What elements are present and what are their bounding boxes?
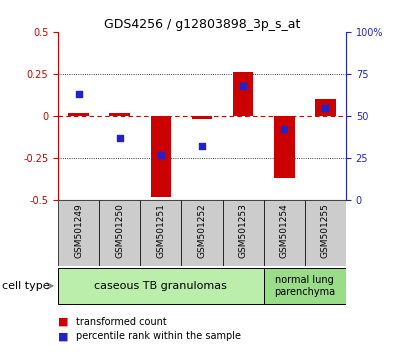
Point: [199, 143, 205, 149]
Text: GSM501249: GSM501249: [74, 203, 83, 258]
Point: [116, 135, 123, 141]
Bar: [140, 200, 182, 266]
Text: GSM501254: GSM501254: [280, 203, 289, 258]
Bar: [233, 72, 254, 116]
Text: ■: ■: [58, 331, 68, 341]
Bar: [264, 268, 346, 304]
Bar: [150, 116, 171, 197]
Text: caseous TB granulomas: caseous TB granulomas: [94, 281, 227, 291]
Text: transformed count: transformed count: [76, 317, 167, 327]
Bar: [58, 268, 264, 304]
Text: normal lung
parenchyma: normal lung parenchyma: [274, 275, 336, 297]
Bar: [182, 200, 222, 266]
Text: GSM501251: GSM501251: [156, 203, 165, 258]
Bar: [192, 116, 212, 119]
Point: [158, 152, 164, 158]
Point: [322, 105, 329, 110]
Point: [240, 83, 246, 88]
Bar: [68, 113, 89, 116]
Bar: [222, 200, 264, 266]
Title: GDS4256 / g12803898_3p_s_at: GDS4256 / g12803898_3p_s_at: [104, 18, 300, 31]
Bar: [305, 200, 346, 266]
Text: GSM501252: GSM501252: [198, 203, 206, 258]
Text: cell type: cell type: [2, 281, 50, 291]
Bar: [110, 113, 130, 116]
Bar: [58, 200, 99, 266]
Text: ■: ■: [58, 317, 68, 327]
Text: GSM501253: GSM501253: [239, 203, 248, 258]
Bar: [264, 200, 305, 266]
Text: GSM501250: GSM501250: [115, 203, 124, 258]
Bar: [274, 116, 294, 178]
Text: percentile rank within the sample: percentile rank within the sample: [76, 331, 241, 341]
Point: [281, 127, 288, 132]
Text: GSM501255: GSM501255: [321, 203, 330, 258]
Bar: [315, 99, 336, 116]
Bar: [99, 200, 140, 266]
Point: [75, 91, 82, 97]
